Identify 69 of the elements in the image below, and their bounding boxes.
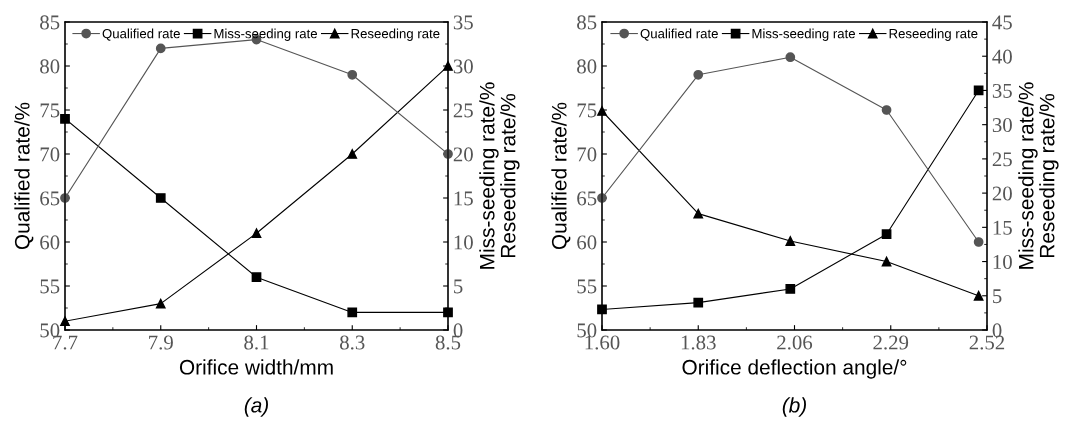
- legend-label: Qualified rate: [640, 28, 718, 41]
- legend-label: Miss-seeding rate: [214, 28, 317, 41]
- text: (b): [782, 397, 806, 417]
- point: [785, 284, 796, 294]
- point: [973, 290, 984, 301]
- y2-tick-label: 15: [993, 220, 1012, 235]
- y2-axis-title: Miss-seeding rate/% Reseeding rate/%: [1018, 82, 1059, 269]
- y-tick-label: 60: [40, 235, 60, 250]
- y-tick-label: 80: [40, 59, 60, 74]
- point: [155, 193, 166, 203]
- point: [347, 307, 358, 318]
- y2-tick-label: 45: [992, 15, 1012, 30]
- y2-tick-label: 35: [453, 15, 473, 30]
- y2-tick-label: 30: [453, 59, 473, 74]
- y-axis-title: Qualified rate/%: [14, 102, 34, 250]
- point: [347, 149, 358, 159]
- x-tick-label: 2.29: [873, 335, 909, 350]
- point: [347, 69, 358, 80]
- point: [693, 208, 704, 219]
- y2-tick-label: 10: [454, 235, 473, 250]
- legend-label: Qualified rate: [102, 28, 180, 41]
- y-tick-label: 55: [40, 279, 60, 294]
- y-tick-label: 85: [577, 15, 597, 30]
- y2-tick-label: 15: [454, 191, 473, 206]
- point: [973, 237, 984, 247]
- y-tick-label: 75: [40, 103, 60, 118]
- x-axis-title: Orifice deflection angle/°: [682, 359, 907, 379]
- y-tick-label: 60: [577, 235, 597, 250]
- point: [693, 297, 704, 308]
- x-tick-label: 8.3: [340, 335, 365, 350]
- y-tick-label: 65: [40, 191, 60, 206]
- x-tick-label: 2.06: [777, 335, 813, 350]
- x-axis-title: Orifice width/mm: [179, 359, 333, 375]
- point: [881, 105, 892, 115]
- legend-label: Miss-seeding rate: [752, 28, 855, 41]
- y-axis-title: Qualified rate/%: [551, 102, 571, 250]
- y2-tick-label: 20: [453, 147, 473, 162]
- y-tick-label: 85: [40, 15, 60, 30]
- y-tick-label: 80: [577, 59, 597, 74]
- y2-axis-title: Miss-seeding rate/% Reseeding rate/%: [479, 82, 520, 269]
- point: [785, 236, 796, 246]
- y2-tick-label: 5: [454, 279, 463, 294]
- y-tick-label: 70: [577, 147, 597, 162]
- text: (a): [244, 397, 268, 417]
- point: [251, 272, 262, 283]
- y2-tick-label: 20: [992, 186, 1012, 201]
- y2-tick-label: 35: [992, 83, 1012, 98]
- y-tick-label: 65: [577, 191, 597, 206]
- x-tick-label: 7.9: [149, 335, 173, 350]
- point: [155, 43, 166, 54]
- point: [785, 52, 796, 63]
- y-tick-label: 55: [577, 279, 597, 294]
- x-tick-label: 1.83: [681, 335, 716, 350]
- y-tick-label: 70: [40, 147, 60, 162]
- point: [155, 298, 166, 309]
- y2-tick-label: 40: [992, 49, 1012, 64]
- y2-tick-label: 5: [993, 289, 1002, 304]
- y2-tick-label: 10: [993, 254, 1012, 269]
- x-tick-label: 8.1: [244, 335, 269, 350]
- y2-tick-label: 30: [992, 118, 1012, 133]
- point: [881, 229, 892, 240]
- y2-tick-label: 25: [992, 152, 1012, 167]
- y-tick-label: 75: [577, 103, 597, 118]
- y2-tick-label: 25: [453, 103, 473, 118]
- legend-label: Reseeding rate: [889, 28, 978, 41]
- point: [251, 228, 262, 239]
- legend-label: Reseeding rate: [351, 28, 440, 41]
- point: [693, 69, 704, 80]
- point: [881, 256, 892, 267]
